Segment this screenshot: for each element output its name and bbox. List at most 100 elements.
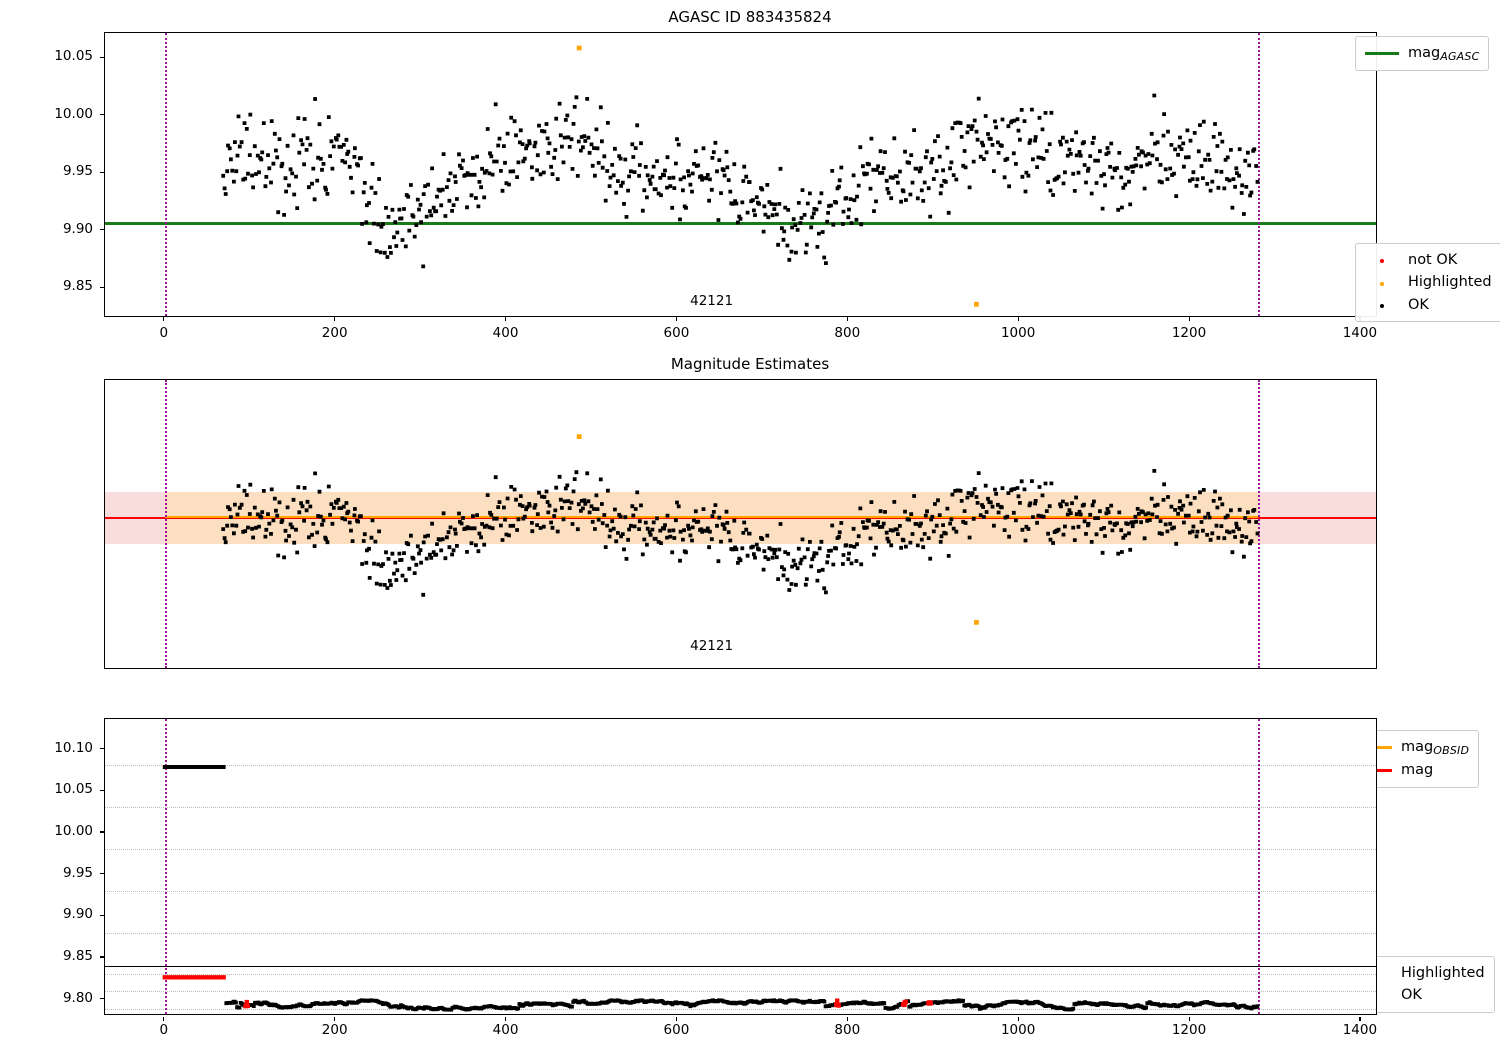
y-tickmark [99,171,104,173]
x-tickmark [1188,317,1190,321]
x-tickmark [1017,317,1019,321]
panel1-marker-legend[interactable]: not OK Highlighted OK [1355,243,1500,323]
agasc-magnitude-panel: AGASC ID 883435824 42121 10.05 10.00 9.95 9… [0,0,1500,341]
panel1-axes: 42121 [104,32,1377,317]
legend-point-swatch [1365,272,1399,294]
y-tick-label: 10.05 [54,781,93,798]
y-tickmark [99,873,104,875]
x-tickmark [505,1017,507,1021]
y-tickmark [99,914,104,916]
flag-gridline [105,849,1376,850]
flag-gridline [105,933,1376,934]
magnitude-estimates-panel: Magnitude Estimates 42121 10.10 10.05 10.0… [0,348,1500,1038]
obsid-annotation: 42121 [690,292,734,309]
y-tickmark [99,114,104,116]
x-tick-label: 800 [834,1022,861,1038]
obsid-boundary-line [1258,380,1261,668]
flag-gridline [105,807,1376,808]
y-tick-label: 9.90 [62,220,93,237]
flag-gridline [105,765,1376,766]
x-tick-label: 1200 [1171,325,1207,341]
x-tick-label: 0 [159,1022,169,1038]
legend-entry-highlighted: Highlighted [1365,271,1492,293]
y-tickmark [99,956,104,958]
legend-label: magAGASC [1408,45,1480,64]
legend-label: mag [1401,762,1434,779]
x-tickmark [1359,1017,1361,1021]
legend-label: Highlighted [1408,274,1492,291]
obsid-boundary-line [1258,33,1261,316]
x-tick-label: 600 [663,325,690,341]
x-tickmark [846,317,848,321]
y-tickmark [99,286,104,288]
obsid-annotation: 42121 [690,637,734,654]
y-tick-label: 10.10 [54,739,93,756]
obsid-boundary-line [164,719,167,1014]
panel1-line-legend[interactable]: magAGASC [1355,36,1490,72]
obsid-boundary-line [1258,719,1261,1014]
panel1-title: AGASC ID 883435824 [668,8,832,26]
legend-label: OK [1408,296,1429,313]
y-tick-label: 10.00 [54,105,93,122]
x-tick-label: 0 [159,325,169,341]
y-tick-label: 9.85 [62,948,93,964]
x-tick-label: 1400 [1342,1022,1378,1038]
dr-gridline [105,974,1376,975]
obsid-boundary-line [164,380,167,668]
legend-entry-ok: OK [1365,294,1492,316]
obsid-boundary-line [164,33,167,316]
x-tickmark [334,317,336,321]
legend-label: Highlighted [1401,965,1485,981]
panel2-title: Magnitude Estimates [670,355,830,373]
flags-panel: not Kalmannot trackIon. rad.dr > 5OBS no… [0,700,1500,1050]
x-tickmark [1017,1017,1019,1021]
y-tick-label: 10.05 [54,48,93,65]
y-tick-label: 9.95 [62,864,93,881]
x-tick-label: 800 [834,325,861,341]
x-tickmark [675,317,678,321]
legend-label: OK [1401,987,1422,1004]
legend-label: magOBSID [1401,739,1470,758]
x-tick-label: 1400 [1342,325,1378,341]
y-tick-label: 9.80 [62,989,93,1006]
dr-gridline [105,1009,1376,1010]
y-tick-label: 9.90 [62,906,93,923]
x-tick-label: 200 [321,1022,348,1038]
x-tickmark [163,1017,165,1021]
panel3-axes [104,718,1377,1015]
x-tickmark [505,317,507,321]
y-tickmark [99,748,104,750]
legend-point-swatch [1365,249,1399,271]
x-tick-label: 1000 [1000,1022,1036,1038]
x-tick-label: 1200 [1171,1022,1207,1038]
x-tickmark [1188,1017,1190,1021]
x-tick-label: 400 [492,325,519,341]
panel2-axes: 42121 [104,379,1377,669]
y-tickmark [99,831,104,833]
y-tick-label: 9.95 [62,163,93,180]
x-tick-label: 600 [663,1022,690,1038]
x-tickmark [163,317,165,321]
flag-gridline [105,891,1376,892]
mag-agasc-line [105,222,1376,225]
x-tickmark [846,1017,848,1021]
y-tickmark [99,998,104,1000]
y-tickmark [99,789,104,791]
x-tick-label: 200 [321,325,348,341]
y-tickmark [99,229,104,231]
legend-label: not OK [1408,252,1458,268]
x-tickmark [675,1017,678,1021]
y-tick-label: 9.85 [62,278,93,295]
x-tickmark [334,1017,336,1021]
legend-line-swatch [1365,52,1399,56]
dr-gridline [105,991,1376,992]
y-tick-label: 10.00 [54,823,93,839]
mag-line [105,516,1376,520]
x-tick-label: 1000 [1000,325,1036,341]
legend-entry-not-ok: not OK [1365,249,1492,271]
y-tickmark [99,56,104,58]
legend-entry-mag-agasc: magAGASC [1365,42,1479,65]
x-tick-label: 400 [492,1022,519,1038]
dr-subaxis-top-border [105,966,1376,967]
